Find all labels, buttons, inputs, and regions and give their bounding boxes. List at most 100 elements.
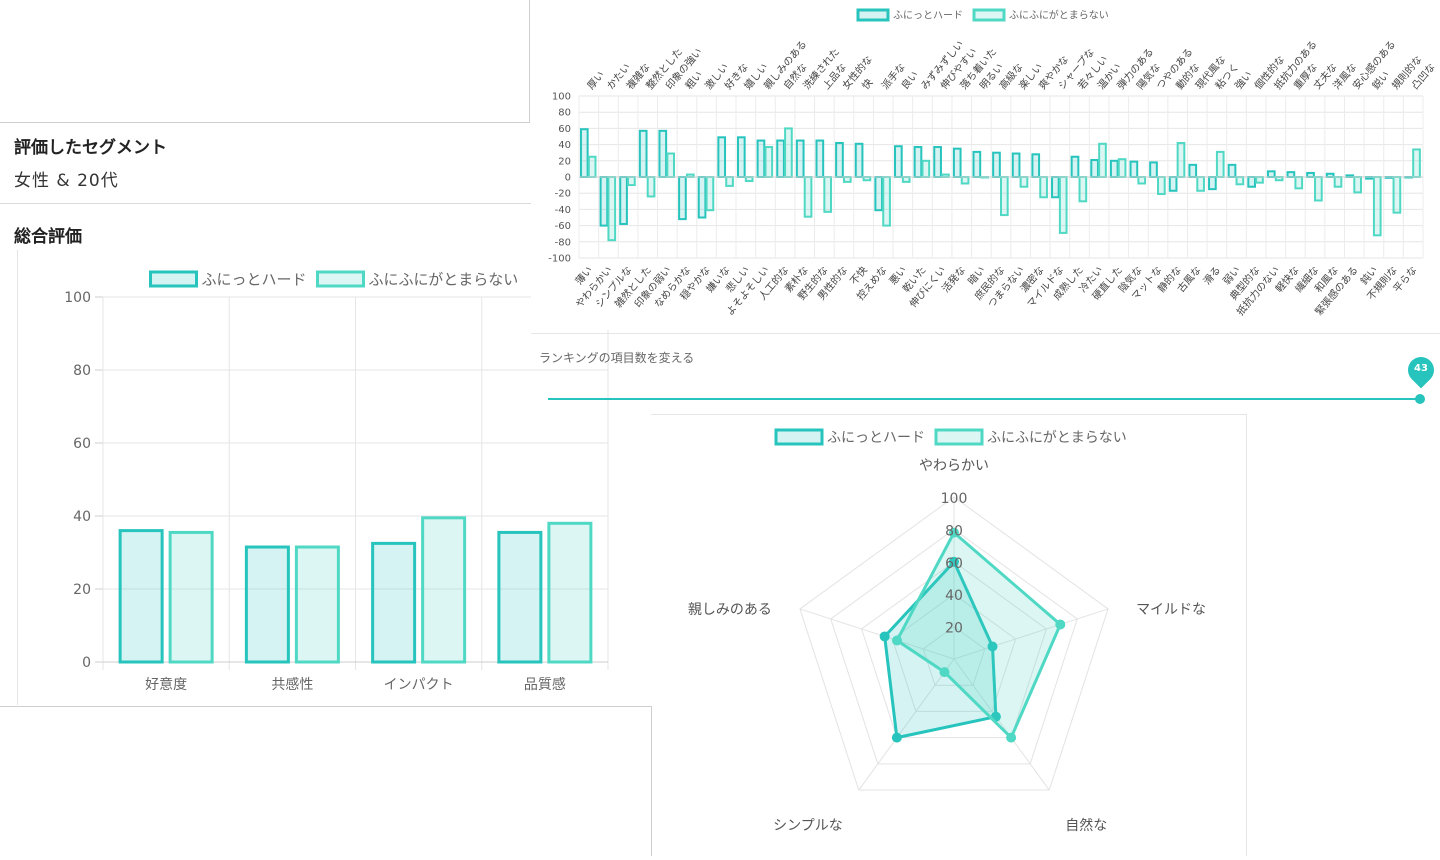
bar	[901, 176, 911, 183]
bar	[1196, 176, 1205, 192]
bar	[744, 176, 754, 183]
legend-label: ふにふにがとまらない	[987, 430, 1127, 446]
bar	[1149, 161, 1158, 178]
bar	[619, 176, 628, 225]
bar	[1314, 176, 1323, 202]
radar-point	[891, 732, 902, 743]
bar	[842, 176, 852, 183]
bar	[1255, 176, 1264, 184]
bar	[638, 129, 648, 178]
legend-swatch	[774, 428, 824, 446]
radar-point	[1055, 619, 1066, 630]
segment-value: 女性 & 20代	[14, 171, 119, 191]
radar-tick-label: 80	[945, 523, 963, 539]
legend-label: ふにっとハード	[893, 10, 963, 22]
legend-label: ふにっとハード	[827, 430, 925, 446]
bar	[678, 176, 687, 221]
bar	[823, 176, 833, 213]
legend-label: ふにふにがとまらない	[369, 270, 519, 288]
legend-swatch	[149, 270, 198, 288]
bar	[717, 136, 727, 178]
top-category-label: 厚い	[585, 69, 607, 92]
y-tick-label: 60	[558, 124, 571, 135]
radar-tick-label: 40	[945, 588, 963, 604]
y-tick-label: 0	[82, 655, 91, 671]
legend-swatch	[856, 8, 890, 22]
bar	[795, 139, 805, 179]
radar-point	[949, 527, 959, 538]
ranking-chart-panel: ふにっとハード ふにふにがとまらない 100 80 60 40 20 0 -20 -40 -60 -8…	[531, 0, 1440, 330]
bar	[421, 516, 467, 664]
bottom-left-panel	[0, 706, 652, 856]
radar-grid-ring	[860, 561, 1048, 739]
radar-tick-label: 20	[945, 621, 963, 637]
x-tick-label: インパクト	[384, 677, 454, 693]
bar	[1070, 155, 1080, 178]
radar-axis-label: マイルドな	[1136, 602, 1206, 618]
bar	[784, 127, 793, 178]
bar	[933, 146, 942, 178]
bar	[547, 521, 593, 664]
bar	[1011, 152, 1021, 178]
bar	[1353, 176, 1362, 194]
bar	[1306, 171, 1315, 178]
bar	[579, 128, 589, 179]
bar	[697, 176, 707, 219]
bar	[1098, 142, 1107, 178]
bar	[835, 141, 844, 178]
slider-handle[interactable]	[1415, 394, 1425, 404]
bar	[1235, 176, 1245, 186]
bar	[1019, 176, 1029, 188]
y-tick-label: 40	[558, 140, 571, 151]
radar-chart: ふにっとハード ふにふにがとまらない 20 40 60 80 100 やわらかいマイルドな自然…	[688, 428, 1206, 834]
bar	[627, 176, 636, 187]
bar	[1247, 176, 1256, 188]
y-tick-label: 40	[73, 509, 91, 525]
legend-swatch	[934, 428, 984, 446]
radar-spoke	[953, 658, 1050, 791]
bar	[1000, 176, 1009, 217]
bar	[599, 176, 609, 227]
overall-bar-chart: ふにっとハード ふにふにがとまらない 0 20 40 60 80 100 好意度 共感性 インパクト…	[64, 270, 609, 693]
bar	[1129, 160, 1139, 179]
y-tick-label: -40	[555, 205, 571, 216]
top-category-label: 快	[860, 77, 876, 92]
radar-series-area	[895, 530, 1063, 741]
radar-axis-label: シンプルな	[773, 818, 843, 834]
radar-point	[879, 631, 890, 642]
bar	[1286, 171, 1296, 178]
bar	[646, 176, 656, 198]
bar	[1227, 163, 1237, 179]
ranking-count-slider[interactable]	[548, 398, 1421, 400]
bar	[1090, 158, 1099, 179]
y-tick-label: 20	[558, 156, 571, 167]
bar	[1109, 159, 1119, 179]
y-tick-label: -20	[555, 189, 571, 200]
bar	[1208, 176, 1217, 191]
radar-spoke	[953, 608, 1109, 660]
bar	[776, 139, 785, 179]
bar	[764, 146, 774, 178]
bar	[1039, 176, 1048, 199]
bar	[874, 176, 884, 212]
radar-point	[949, 556, 959, 567]
radar-point	[939, 667, 950, 678]
bar	[1188, 163, 1198, 179]
radar-point	[891, 635, 902, 646]
bar	[882, 176, 891, 227]
radar-axis-label: 自然な	[1065, 817, 1107, 834]
bar	[587, 155, 597, 178]
divider	[0, 203, 531, 204]
bar	[1157, 176, 1166, 196]
bar	[1412, 148, 1421, 179]
y-tick-label: 80	[73, 363, 91, 379]
y-tick-label: 0	[565, 173, 571, 184]
bar	[736, 136, 746, 178]
bar	[666, 152, 675, 178]
bar	[1168, 176, 1178, 192]
bar	[894, 145, 903, 179]
y-tick-label: 80	[558, 108, 571, 119]
bar	[1031, 153, 1041, 179]
y-tick-label: 20	[73, 582, 91, 598]
y-tick-label: -60	[555, 221, 571, 232]
